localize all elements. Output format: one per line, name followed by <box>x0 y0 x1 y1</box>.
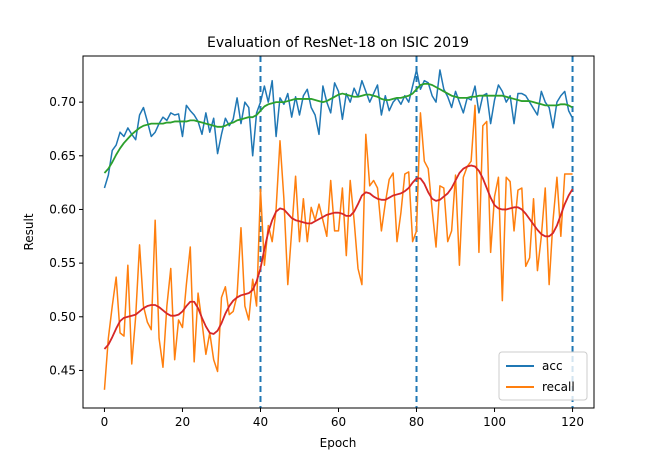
series-line-acc-smoothed <box>103 83 573 174</box>
y-tick-label: 0.50 <box>49 310 76 324</box>
series-line-recall-smoothed <box>103 164 574 350</box>
x-axis: 0 20 40 60 80 100 120 <box>101 408 584 429</box>
y-axis: 0.45 0.50 0.55 0.60 0.65 0.70 <box>49 95 83 377</box>
y-tick-label: 0.70 <box>49 95 76 109</box>
x-tick-label: 100 <box>483 415 506 429</box>
x-tick-label: 0 <box>101 415 109 429</box>
series-line-acc <box>103 69 574 189</box>
x-tick-label: 120 <box>561 415 584 429</box>
legend-label-acc: acc <box>542 359 563 373</box>
y-tick-label: 0.65 <box>49 149 76 163</box>
y-axis-label: Result <box>22 213 36 250</box>
series-layer <box>103 69 574 390</box>
legend-label-recall: recall <box>542 380 575 394</box>
y-tick-label: 0.55 <box>49 256 76 270</box>
x-tick-label: 40 <box>253 415 268 429</box>
series-line-recall <box>103 104 573 390</box>
chart-title: Evaluation of ResNet-18 on ISIC 2019 <box>207 35 469 51</box>
y-tick-label: 0.60 <box>49 202 76 216</box>
x-tick-label: 20 <box>175 415 190 429</box>
legend: acc recall <box>498 351 588 401</box>
x-tick-label: 80 <box>409 415 424 429</box>
x-axis-label: Epoch <box>320 436 357 450</box>
x-tick-label: 60 <box>331 415 346 429</box>
y-tick-label: 0.45 <box>49 363 76 377</box>
